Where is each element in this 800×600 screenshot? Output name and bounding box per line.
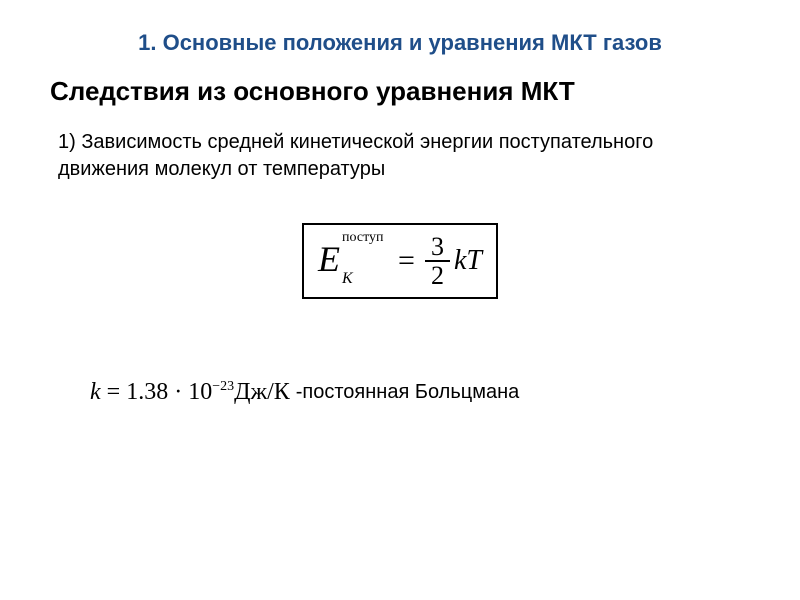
constant-exponent: −23 <box>212 379 234 394</box>
body-text: 1) Зависимость средней кинетической энер… <box>58 129 720 183</box>
boltzmann-constant-row: k = 1.38 · 10−23Дж/К -постоянная Больцма… <box>90 379 760 406</box>
constant-coefficient: 1.38 <box>126 379 168 405</box>
constant-dot: · <box>174 379 182 405</box>
constant-symbol: k <box>90 379 101 405</box>
formula-rhs-tail: kT <box>454 245 482 277</box>
fraction-denominator: 2 <box>425 262 450 289</box>
formula-row: E поступ К = 3 2 kT <box>40 223 760 299</box>
formula-lhs-superscript: поступ <box>342 231 383 245</box>
main-formula-box: E поступ К = 3 2 kT <box>302 223 498 299</box>
formula-fraction: 3 2 <box>425 233 450 290</box>
section-title: 1. Основные положения и уравнения МКТ га… <box>40 30 760 56</box>
boltzmann-constant-label: -постоянная Больцмана <box>296 381 520 404</box>
subtitle: Следствия из основного уравнения МКТ <box>50 76 760 107</box>
formula-lhs-base: E <box>318 239 340 279</box>
constant-base: 10 <box>188 379 212 405</box>
constant-units: Дж/К <box>234 379 290 405</box>
slide-page: 1. Основные положения и уравнения МКТ га… <box>0 0 800 600</box>
constant-equals: = <box>107 379 121 405</box>
formula-equals: = <box>398 244 415 278</box>
formula-lhs-subscript: К <box>342 271 353 287</box>
fraction-numerator: 3 <box>425 233 450 262</box>
formula-lhs: E поступ К <box>318 231 388 291</box>
boltzmann-constant-expression: k = 1.38 · 10−23Дж/К <box>90 379 290 406</box>
